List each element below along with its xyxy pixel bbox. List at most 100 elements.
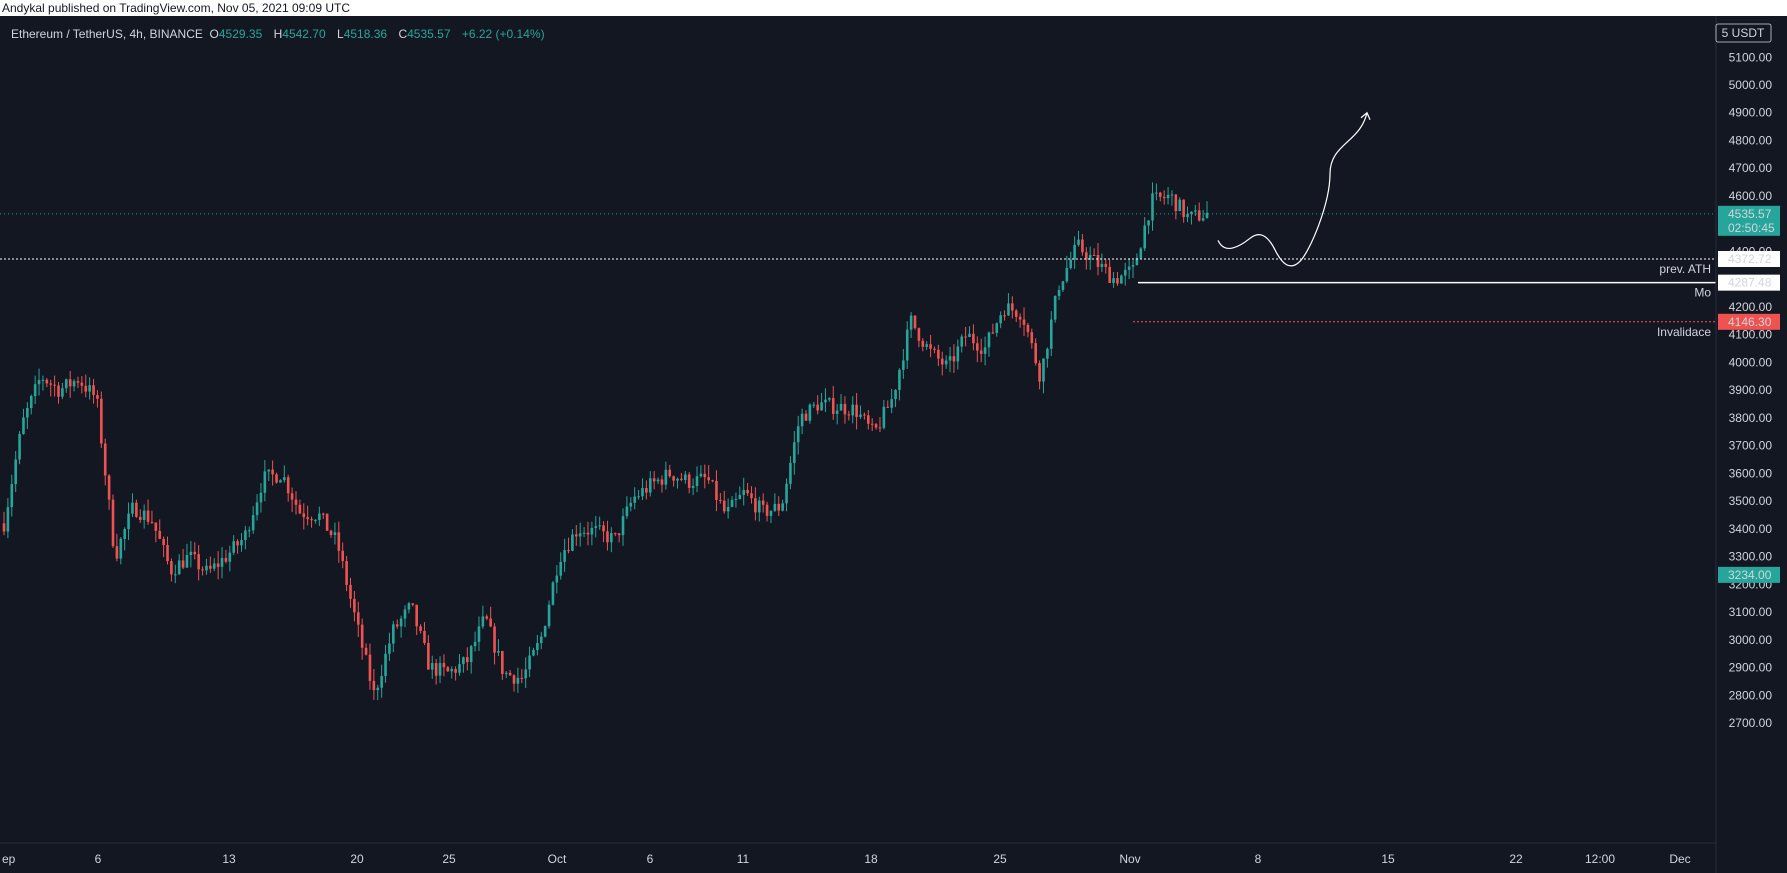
- candle-body: [937, 349, 940, 359]
- candle-body: [423, 630, 426, 643]
- candle-body: [162, 538, 165, 546]
- candle-body: [255, 502, 259, 516]
- candle-body: [22, 417, 25, 434]
- price-chart[interactable]: prev. ATH Mo Invalidace 5 USDT 5100.00 5000…: [0, 16, 1787, 873]
- candle-body: [524, 669, 527, 679]
- candle-body: [298, 504, 302, 514]
- time-tick-label: 25: [442, 852, 456, 866]
- candle-body: [411, 603, 415, 605]
- open-label: O: [209, 27, 219, 41]
- candle-body: [559, 561, 563, 576]
- candle-body: [972, 333, 975, 344]
- currency-label: 5 USDT: [1722, 26, 1765, 40]
- candle-body: [193, 551, 197, 555]
- candle-body: [960, 336, 964, 347]
- time-tick-label: 11: [737, 852, 750, 866]
- candle-body: [995, 323, 999, 333]
- candle-body: [894, 389, 897, 400]
- candle-body: [684, 474, 687, 480]
- candle-body: [1158, 192, 1162, 197]
- candle-body: [606, 531, 609, 543]
- projection-arrowhead: [1360, 111, 1371, 120]
- candle-body: [247, 530, 251, 532]
- time-tick-label: 13: [222, 852, 236, 866]
- price-tick-label: 3400.00: [1729, 522, 1773, 536]
- candle-body: [598, 525, 601, 527]
- candle-body: [641, 488, 644, 497]
- candle-body: [551, 582, 555, 605]
- candle-body: [72, 381, 76, 387]
- candle-body: [719, 499, 722, 501]
- candle-body: [1088, 254, 1092, 260]
- candle-body: [345, 561, 348, 585]
- candle-body: [1155, 192, 1158, 194]
- candle-body: [290, 493, 294, 500]
- candle-body: [555, 575, 559, 583]
- mo-price-label: 4287.48: [1728, 276, 1772, 290]
- candle-body: [1186, 214, 1189, 218]
- current-price-tag: [1718, 205, 1780, 236]
- candle-body: [699, 473, 703, 477]
- candle-body: [123, 529, 126, 539]
- candle-body: [329, 530, 333, 535]
- candle-body: [481, 616, 485, 627]
- candle-body: [489, 618, 492, 627]
- candle-body: [181, 560, 185, 568]
- candle-body: [158, 530, 162, 539]
- candle-body: [793, 442, 796, 463]
- candle-body: [333, 532, 337, 535]
- levels-layer: prev. ATH Mo Invalidace: [0, 213, 1716, 339]
- price-tick-label: 3900.00: [1729, 383, 1773, 397]
- candle-body: [131, 502, 134, 514]
- candle-body: [1116, 278, 1119, 284]
- candle-body: [1007, 303, 1010, 316]
- candle-body: [582, 532, 586, 534]
- candle-body: [45, 379, 49, 384]
- candle-body: [310, 519, 313, 521]
- candle-body: [244, 530, 247, 541]
- candle-body: [88, 385, 91, 392]
- close-value: 4535.57: [407, 27, 451, 41]
- candle-body: [664, 469, 668, 485]
- candle-body: [925, 344, 928, 347]
- candle-body: [781, 503, 784, 511]
- candle-body: [135, 502, 138, 517]
- candle-body: [952, 356, 956, 362]
- candle-body: [765, 504, 769, 516]
- price-tick-label: 4700.00: [1729, 161, 1773, 175]
- candle-body: [450, 669, 454, 672]
- publisher-text: Andykal published on TradingView.com, No…: [2, 1, 350, 15]
- price-tick-label: 3600.00: [1729, 466, 1773, 480]
- time-tick-label: Dec: [1669, 852, 1690, 866]
- candle-body: [855, 404, 858, 417]
- candle-body: [1147, 220, 1150, 226]
- candle-body: [917, 328, 921, 341]
- candle-body: [1135, 258, 1139, 266]
- candle-body: [645, 488, 648, 493]
- candle-body: [754, 498, 757, 513]
- candle-body: [808, 404, 812, 421]
- price-tick-label: 4000.00: [1729, 355, 1773, 369]
- candle-body: [1178, 199, 1182, 212]
- candle-body: [271, 469, 274, 475]
- candle-body: [672, 476, 675, 481]
- candle-body: [956, 346, 960, 362]
- candle-body: [454, 669, 457, 673]
- candle-body: [61, 388, 64, 397]
- candle-body: [146, 510, 150, 522]
- time-tick-label: 6: [647, 852, 654, 866]
- candle-body: [870, 423, 874, 425]
- time-tick-label: 15: [1381, 852, 1395, 866]
- candle-body: [652, 478, 656, 482]
- close-label: C: [398, 27, 408, 41]
- current-price-label: 4535.57: [1728, 207, 1772, 221]
- candle-body: [318, 513, 321, 520]
- candle-body: [462, 657, 465, 665]
- time-tick-label: 20: [350, 852, 364, 866]
- candle-body: [929, 344, 932, 349]
- candle-body: [979, 350, 983, 354]
- candle-body: [578, 533, 582, 537]
- candle-body: [212, 563, 216, 569]
- candle-body: [49, 383, 53, 385]
- candle-body: [33, 384, 37, 397]
